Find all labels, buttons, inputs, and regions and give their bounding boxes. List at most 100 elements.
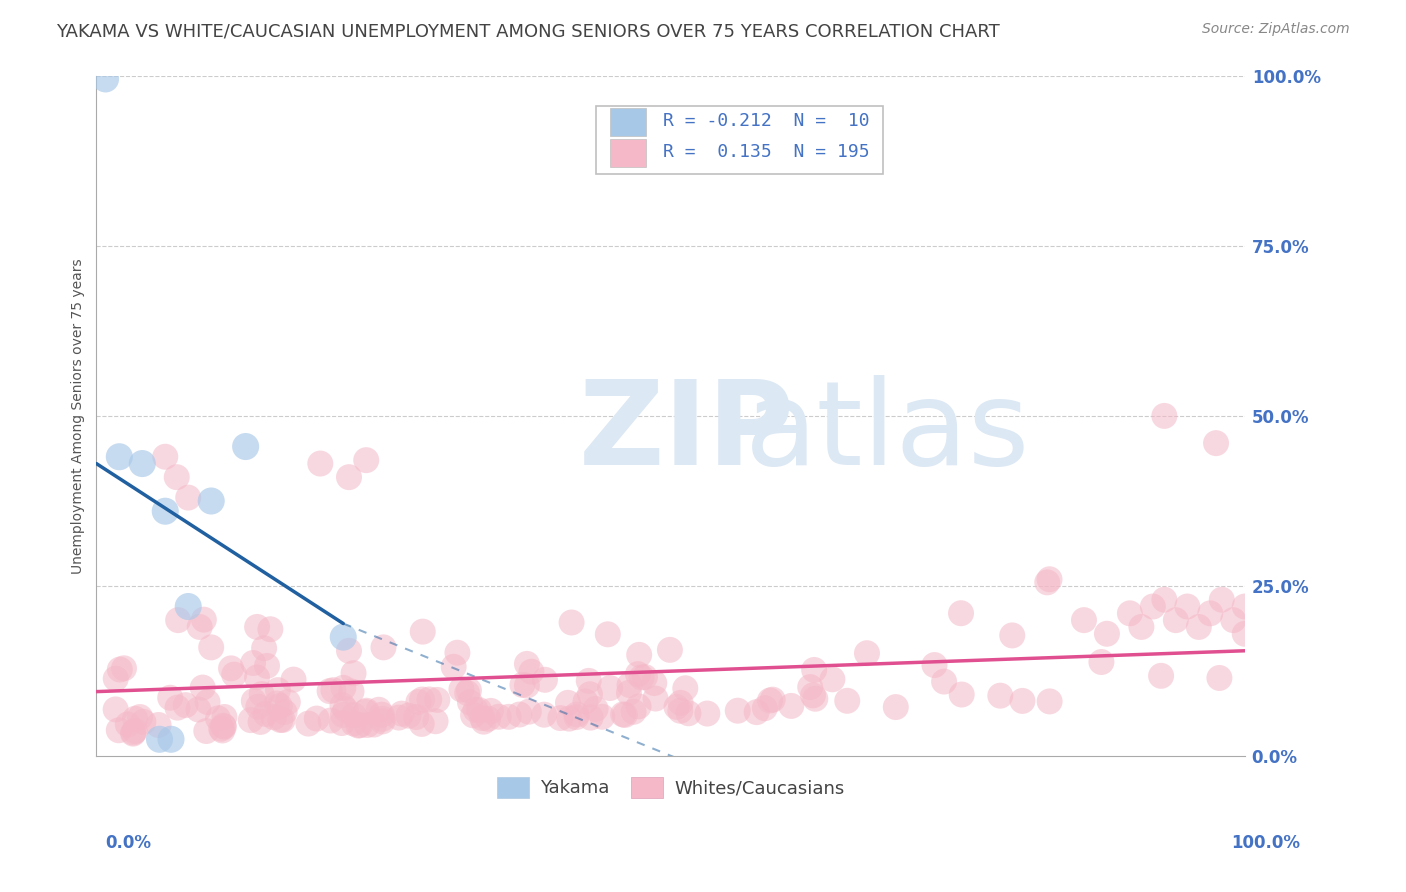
Point <box>159 690 181 705</box>
Point <box>330 716 353 731</box>
Point <box>1208 671 1230 685</box>
Point <box>388 710 411 724</box>
Point <box>579 710 602 724</box>
Point <box>762 692 785 706</box>
Point <box>266 697 288 711</box>
Point <box>256 659 278 673</box>
Point <box>801 689 824 703</box>
Point <box>177 599 200 614</box>
Point <box>1130 620 1153 634</box>
Point <box>174 698 197 712</box>
Legend: Yakama, Whites/Caucasians: Yakama, Whites/Caucasians <box>489 770 852 805</box>
Point <box>112 661 135 675</box>
Point <box>188 620 211 634</box>
Text: atlas: atlas <box>745 376 1031 491</box>
Point <box>335 702 357 716</box>
Point <box>254 706 277 721</box>
Point <box>246 670 269 684</box>
Point <box>122 725 145 739</box>
Point <box>332 630 354 644</box>
Bar <box>610 108 647 136</box>
Point <box>799 680 821 694</box>
Point <box>1164 613 1187 627</box>
Point <box>488 710 510 724</box>
Point <box>1095 626 1118 640</box>
Text: 100.0%: 100.0% <box>1232 834 1301 852</box>
Point <box>269 713 291 727</box>
Point <box>309 457 332 471</box>
Text: R =  0.135  N = 195: R = 0.135 N = 195 <box>662 144 869 161</box>
Point <box>1036 575 1059 590</box>
Point <box>932 674 955 689</box>
Point <box>259 622 281 636</box>
Point <box>219 661 242 675</box>
Point <box>512 678 534 692</box>
Point <box>224 667 246 681</box>
Point <box>207 711 229 725</box>
Point <box>155 450 177 464</box>
Point <box>458 695 481 709</box>
Point <box>479 704 502 718</box>
Point <box>804 691 827 706</box>
Point <box>371 712 394 726</box>
Point <box>461 708 484 723</box>
Point <box>623 705 645 719</box>
Point <box>534 673 557 687</box>
Point <box>884 700 907 714</box>
Text: R = -0.212  N =  10: R = -0.212 N = 10 <box>662 112 869 130</box>
Point <box>450 682 472 697</box>
Point <box>191 681 214 695</box>
Point <box>950 606 973 620</box>
Point <box>411 692 433 706</box>
Point <box>193 613 215 627</box>
Point <box>354 453 377 467</box>
Point <box>247 699 270 714</box>
Point <box>627 699 650 714</box>
Point <box>211 723 233 738</box>
Point <box>408 695 430 709</box>
Point <box>856 646 879 660</box>
Point <box>1011 694 1033 708</box>
Point <box>117 717 139 731</box>
Point <box>332 708 354 723</box>
Point <box>354 705 377 719</box>
Point <box>166 470 188 484</box>
Point <box>94 71 117 86</box>
Point <box>477 712 499 726</box>
Point <box>104 702 127 716</box>
Point <box>1119 607 1142 621</box>
Point <box>367 703 389 717</box>
Point <box>373 640 395 655</box>
Point <box>283 673 305 687</box>
Point <box>628 648 651 662</box>
Point <box>356 704 378 718</box>
Point <box>458 683 481 698</box>
Point <box>988 689 1011 703</box>
Point <box>727 704 749 718</box>
Point <box>363 717 385 731</box>
Point <box>696 706 718 721</box>
Point <box>803 663 825 677</box>
Point <box>599 681 621 695</box>
Point <box>585 702 607 716</box>
Point <box>1001 628 1024 642</box>
Point <box>634 670 657 684</box>
Point <box>665 700 688 714</box>
Point <box>342 716 364 731</box>
Point <box>177 491 200 505</box>
Point <box>332 681 354 695</box>
Point <box>673 681 696 696</box>
Point <box>1039 694 1062 708</box>
Point <box>1090 655 1112 669</box>
Point <box>212 719 235 733</box>
Point <box>124 723 146 738</box>
Point <box>243 694 266 708</box>
Point <box>148 718 170 732</box>
Point <box>1142 599 1164 614</box>
Point <box>197 695 219 709</box>
Point <box>498 710 520 724</box>
Point <box>472 714 495 729</box>
Point <box>443 660 465 674</box>
Point <box>1199 607 1222 621</box>
Point <box>517 705 540 719</box>
